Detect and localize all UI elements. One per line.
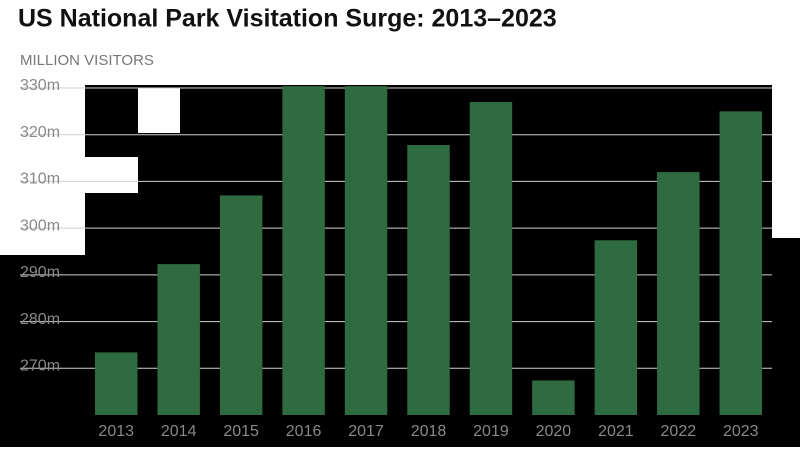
x-tick-label: 2017 bbox=[348, 423, 384, 440]
y-tick-label: 330m bbox=[20, 77, 60, 94]
x-tick-label: 2014 bbox=[161, 423, 197, 440]
bar bbox=[407, 144, 450, 415]
background-patch bbox=[85, 157, 138, 193]
x-tick-label: 2023 bbox=[723, 423, 759, 440]
x-tick-label: 2013 bbox=[98, 423, 134, 440]
bar bbox=[282, 86, 325, 415]
x-tick-label: 2016 bbox=[286, 423, 322, 440]
bar bbox=[157, 264, 200, 415]
bar bbox=[657, 172, 700, 415]
chart-subtitle: MILLION VISITORS bbox=[20, 52, 154, 69]
bar bbox=[219, 195, 263, 415]
bar bbox=[94, 352, 138, 415]
y-tick-label: 300m bbox=[20, 217, 60, 234]
x-tick-label: 2021 bbox=[598, 423, 634, 440]
y-tick-label: 310m bbox=[20, 171, 60, 188]
y-tick-label: 270m bbox=[20, 358, 60, 375]
x-tick-label: 2022 bbox=[661, 423, 697, 440]
bar bbox=[469, 102, 513, 415]
background-patch bbox=[138, 88, 180, 133]
x-tick-label: 2020 bbox=[536, 423, 572, 440]
y-tick-label: 290m bbox=[20, 264, 60, 281]
y-tick-label: 320m bbox=[20, 124, 60, 141]
x-tick-label: 2018 bbox=[411, 423, 447, 440]
x-tick-label: 2015 bbox=[223, 423, 259, 440]
bar bbox=[532, 380, 575, 415]
bar bbox=[344, 86, 388, 415]
chart-title: US National Park Visitation Surge: 2013–… bbox=[18, 5, 557, 33]
x-tick-label: 2019 bbox=[473, 423, 509, 440]
background-block bbox=[772, 238, 800, 447]
y-tick-label: 280m bbox=[20, 311, 60, 328]
bar bbox=[594, 240, 638, 415]
bar bbox=[719, 111, 763, 415]
